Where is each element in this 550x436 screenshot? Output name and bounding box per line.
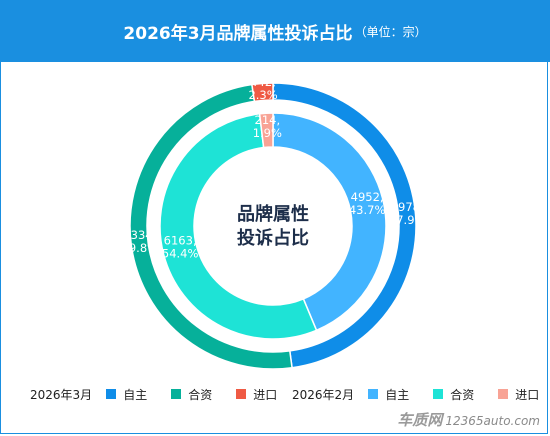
legend-label: 合资 [450,387,475,402]
legend-swatch [433,389,444,399]
center-label: 品牌属性投诉占比 [237,203,309,249]
legend-swatch [236,389,247,399]
legend-title: 2026年3月 [30,387,93,402]
legend-february: 2026年2月 自主 合资 进口 [292,385,550,403]
watermark-brand: 车质网 [397,411,443,429]
legend-label: 合资 [188,387,213,402]
inner-slice-0 [272,112,387,332]
legend-item: 合资 [171,386,212,403]
legend-swatch [368,389,379,399]
legend-label: 自主 [385,387,410,402]
legend-item: 合资 [433,386,474,403]
watermark: 车质网 12365auto.com [397,409,540,430]
legend-march: 2026年3月 自主 合资 进口 [30,385,301,403]
legend-item: 自主 [368,386,409,403]
legend-swatch [106,389,117,399]
slice-label: 4952, 43.7% [349,190,386,217]
legend-label: 进口 [253,387,278,402]
chart-title-text: 2026年3月品牌属性投诉占比 [123,23,353,44]
legend-swatch [498,389,509,399]
watermark-url: 12365auto.com [445,414,540,428]
legend-swatch [171,389,182,399]
chart-title: 2026年3月品牌属性投诉占比 （单位：宗） [0,0,550,62]
legend-title: 2026年2月 [292,387,355,402]
outer-slice-2 [251,82,274,103]
chart-unit: （单位：宗） [354,24,427,39]
legend-label: 自主 [123,387,148,402]
slice-label: 214, 1.9% [253,113,282,140]
legend-item: 进口 [236,386,277,403]
slice-label: 442, 2.3% [248,75,277,102]
legend-label: 进口 [515,387,540,402]
slice-label: 9334, 49.8% [122,228,159,255]
inner-slice-1 [159,112,318,340]
inner-slice-2 [258,112,274,149]
legend-item: 自主 [106,386,147,403]
legend-item: 进口 [498,386,539,403]
title-bar: 2026年3月品牌属性投诉占比 （单位：宗） [0,0,550,62]
slice-label: 6163, 54.4% [162,233,199,260]
slice-label: 8978, 47.9% [389,200,426,227]
